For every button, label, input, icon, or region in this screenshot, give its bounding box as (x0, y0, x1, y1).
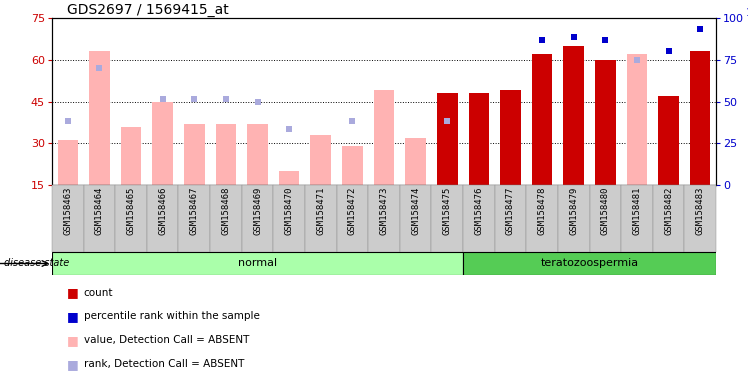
Bar (527, 185, 558, 252)
Text: value, Detection Call = ABSENT: value, Detection Call = ABSENT (84, 335, 249, 345)
Bar (153, 101, 173, 185)
Bar (279, 171, 299, 185)
Bar (115, 185, 147, 252)
Bar (595, 60, 616, 185)
Text: GSM158472: GSM158472 (348, 187, 357, 235)
Text: 100%: 100% (746, 8, 748, 18)
Text: GSM158483: GSM158483 (696, 187, 705, 235)
Text: teratozoospermia: teratozoospermia (541, 258, 639, 268)
Bar (400, 185, 432, 252)
Bar (179, 185, 210, 252)
Bar (342, 146, 363, 185)
Text: GSM158475: GSM158475 (443, 187, 452, 235)
Text: disease state: disease state (4, 258, 69, 268)
Bar (273, 185, 305, 252)
Bar (468, 93, 489, 185)
Bar (184, 124, 204, 185)
Bar (532, 54, 552, 185)
Text: GSM158478: GSM158478 (538, 187, 547, 235)
Bar (627, 54, 647, 185)
Bar (463, 185, 494, 252)
Text: GSM158470: GSM158470 (285, 187, 294, 235)
Bar (621, 185, 653, 252)
Text: GSM158469: GSM158469 (253, 187, 262, 235)
Bar (405, 138, 426, 185)
Text: GSM158481: GSM158481 (633, 187, 642, 235)
Bar (374, 90, 394, 185)
Text: GSM158480: GSM158480 (601, 187, 610, 235)
Text: normal: normal (238, 258, 277, 268)
Text: GSM158479: GSM158479 (569, 187, 578, 235)
Text: GSM158471: GSM158471 (316, 187, 325, 235)
Text: GSM158466: GSM158466 (158, 187, 167, 235)
Bar (310, 135, 331, 185)
Bar (558, 185, 589, 252)
Bar (463, 252, 716, 275)
Bar (437, 93, 458, 185)
Bar (84, 185, 115, 252)
Bar (658, 96, 679, 185)
Bar (563, 46, 584, 185)
Bar (500, 90, 521, 185)
Bar (89, 51, 110, 185)
Bar (210, 185, 242, 252)
Text: GSM158468: GSM158468 (221, 187, 230, 235)
Bar (690, 51, 711, 185)
Bar (589, 185, 621, 252)
Bar (305, 185, 337, 252)
Bar (368, 185, 400, 252)
Bar (52, 185, 84, 252)
Bar (494, 185, 527, 252)
Bar (147, 185, 179, 252)
Bar (337, 185, 368, 252)
Text: GSM158476: GSM158476 (474, 187, 483, 235)
Bar (242, 185, 273, 252)
Text: ■: ■ (67, 286, 79, 299)
Text: ■: ■ (67, 358, 79, 371)
Text: GDS2697 / 1569415_at: GDS2697 / 1569415_at (67, 3, 229, 17)
Text: GSM158482: GSM158482 (664, 187, 673, 235)
Bar (58, 141, 78, 185)
Bar (653, 185, 684, 252)
Text: GSM158464: GSM158464 (95, 187, 104, 235)
Text: ■: ■ (67, 334, 79, 347)
Bar (248, 124, 268, 185)
Bar (52, 252, 463, 275)
Bar (595, 90, 616, 185)
Text: GSM158463: GSM158463 (64, 187, 73, 235)
Text: rank, Detection Call = ABSENT: rank, Detection Call = ABSENT (84, 359, 244, 369)
Bar (215, 124, 236, 185)
Bar (432, 185, 463, 252)
Text: GSM158467: GSM158467 (190, 187, 199, 235)
Bar (120, 127, 141, 185)
Text: count: count (84, 288, 113, 298)
Text: GSM158474: GSM158474 (411, 187, 420, 235)
Bar (684, 185, 716, 252)
Text: percentile rank within the sample: percentile rank within the sample (84, 311, 260, 321)
Text: GSM158477: GSM158477 (506, 187, 515, 235)
Text: GSM158473: GSM158473 (379, 187, 388, 235)
Text: GSM158465: GSM158465 (126, 187, 135, 235)
Text: ■: ■ (67, 310, 79, 323)
